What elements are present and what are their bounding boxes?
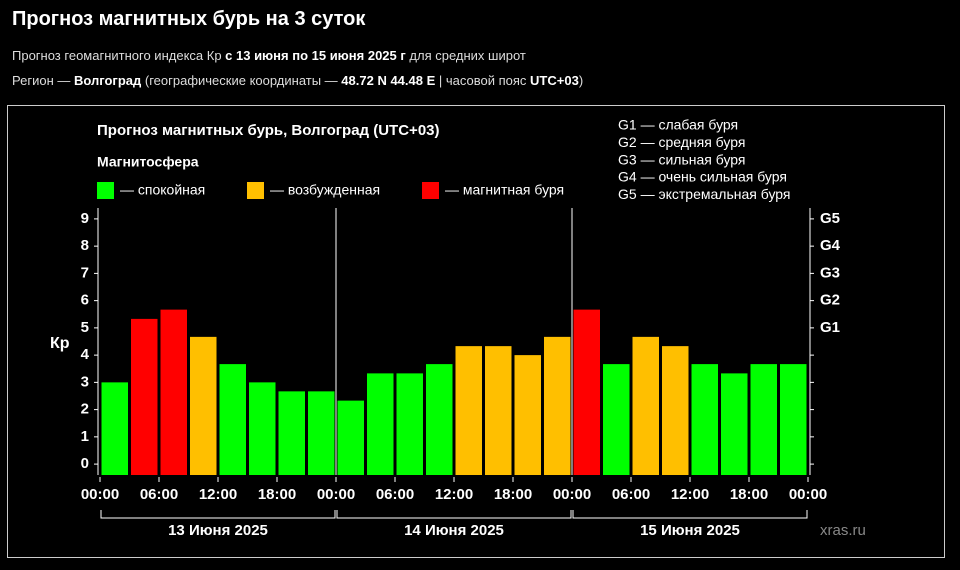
x-tick-label: 06:00 (140, 486, 178, 503)
bar (603, 364, 630, 475)
x-tick-label: 12:00 (435, 486, 473, 503)
group-bracket (572, 510, 808, 519)
y2-tick-label: G3 (820, 264, 840, 281)
x-tick-label: 12:00 (671, 486, 709, 503)
y-tick-label: 9 (81, 210, 89, 227)
text: Регион — (12, 73, 74, 88)
bar (337, 400, 364, 475)
x-tick-label: 18:00 (494, 486, 532, 503)
legend-swatch (247, 182, 264, 199)
storm-level: G4 — очень сильная буря (618, 169, 787, 185)
x-tick-label: 12:00 (199, 486, 237, 503)
y-tick-label: 5 (81, 319, 89, 336)
storm-level: G3 — сильная буря (618, 151, 746, 167)
x-tick-label: 06:00 (376, 486, 414, 503)
region: Регион — Волгоград (географические коорд… (12, 73, 583, 88)
text: | часовой пояс (435, 73, 531, 88)
x-tick-label: 06:00 (612, 486, 650, 503)
bar (101, 382, 128, 475)
text: UTC+03 (530, 73, 579, 88)
y2-tick-label: G1 (820, 319, 840, 336)
storm-level: G5 — экстремальная буря (618, 186, 791, 202)
y-tick-label: 6 (81, 292, 89, 309)
group-label: 14 Июня 2025 (404, 522, 504, 539)
bar (632, 336, 659, 475)
bar (514, 355, 541, 475)
bar (367, 373, 394, 475)
bar (160, 309, 187, 475)
group-label: 15 Июня 2025 (640, 522, 740, 539)
bar (219, 364, 246, 475)
watermark: xras.ru (820, 522, 866, 539)
x-tick-label: 00:00 (553, 486, 591, 503)
text: ) (578, 73, 584, 88)
y2-tick-label: G4 (820, 237, 841, 254)
group-bracket (100, 510, 336, 519)
subtitle: Прогноз геомагнитного индекса Кр с 13 ию… (12, 48, 526, 63)
chart-frame (7, 105, 945, 558)
x-tick-label: 00:00 (789, 486, 827, 503)
y-tick-label: 2 (81, 401, 89, 418)
legend-label: — магнитная буря (445, 182, 564, 198)
page-title: Прогноз магнитных бурь на 3 суток (12, 8, 366, 30)
y-tick-label: 0 (81, 455, 89, 472)
text: Прогноз геомагнитного индекса Кр (12, 48, 226, 63)
legend-title: Магнитосфера (97, 154, 199, 170)
legend-swatch (97, 182, 114, 199)
y-tick-label: 8 (81, 237, 89, 254)
bar (485, 346, 512, 475)
bar (662, 346, 689, 475)
bar (396, 373, 423, 475)
group-label: 13 Июня 2025 (168, 522, 268, 539)
x-tick-label: 00:00 (317, 486, 355, 503)
legend-swatch (422, 182, 439, 199)
text: (географические координаты — (141, 73, 342, 88)
bar (426, 364, 453, 475)
y-tick-label: 7 (81, 264, 89, 281)
bar (455, 346, 482, 475)
bar (190, 336, 217, 475)
bar (308, 391, 335, 475)
text: с 13 июня по 15 июня 2025 г (225, 48, 406, 63)
bar (721, 373, 748, 475)
y-tick-label: 1 (81, 428, 89, 445)
text: 48.72 N 44.48 E (341, 73, 436, 88)
bar (544, 336, 571, 475)
x-tick-label: 18:00 (258, 486, 296, 503)
legend-label: — возбужденная (270, 182, 380, 198)
y-tick-label: 3 (81, 373, 89, 390)
bar (750, 364, 777, 475)
x-tick-label: 00:00 (81, 486, 119, 503)
y-axis-label: Кр (50, 335, 70, 352)
bar (573, 309, 600, 475)
bar (249, 382, 276, 475)
bar (131, 318, 158, 475)
storm-level: G2 — средняя буря (618, 134, 745, 150)
storm-level: G1 — слабая буря (618, 117, 738, 133)
legend-label: — спокойная (120, 182, 205, 198)
bar (278, 391, 305, 475)
text: Волгоград (73, 73, 142, 88)
y2-tick-label: G5 (820, 210, 840, 227)
y-tick-label: 4 (81, 346, 90, 363)
group-bracket (336, 510, 572, 519)
text: для средних широт (405, 48, 526, 63)
bar (780, 364, 807, 475)
chart-title: Прогноз магнитных бурь, Волгоград (UTC+0… (97, 122, 440, 139)
x-tick-label: 18:00 (730, 486, 768, 503)
bar (691, 364, 718, 475)
y2-tick-label: G2 (820, 292, 840, 309)
